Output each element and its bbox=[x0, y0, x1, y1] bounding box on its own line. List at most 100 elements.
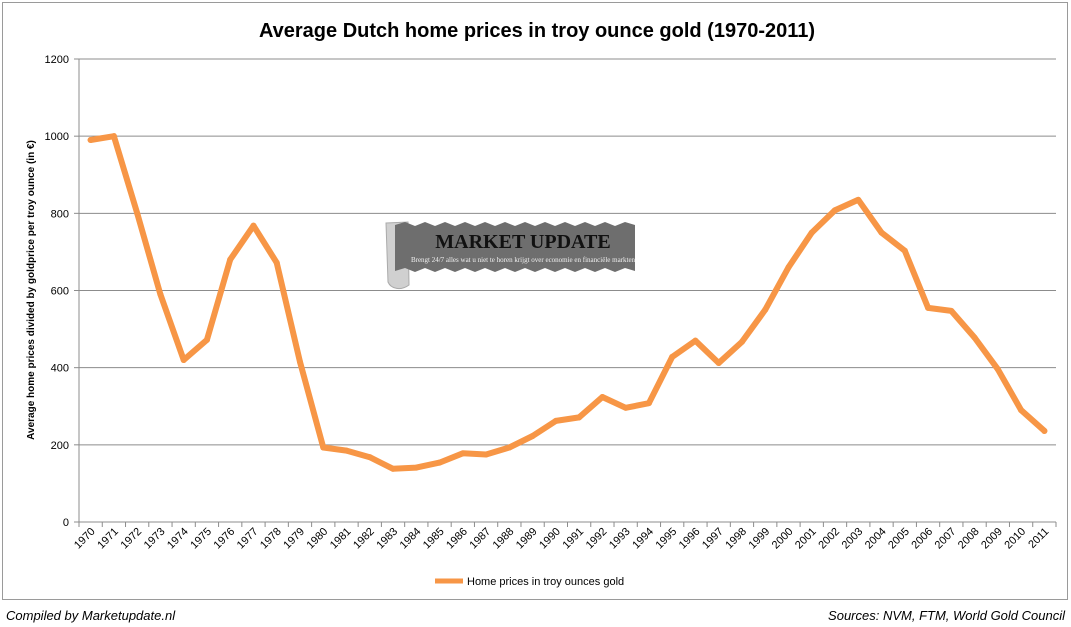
x-tick-label: 1971 bbox=[95, 526, 121, 552]
x-tick-label: 2004 bbox=[863, 526, 889, 552]
data-point bbox=[692, 337, 699, 344]
data-point bbox=[622, 404, 629, 411]
y-tick-label: 200 bbox=[51, 440, 69, 452]
data-point bbox=[110, 133, 117, 140]
data-point bbox=[645, 400, 652, 407]
x-tick-label: 2000 bbox=[770, 526, 796, 552]
x-tick-label: 1979 bbox=[281, 526, 307, 552]
data-point bbox=[134, 210, 141, 217]
x-tick-label: 1974 bbox=[165, 526, 191, 552]
data-point bbox=[157, 291, 164, 298]
data-point bbox=[552, 417, 559, 424]
data-point bbox=[971, 334, 978, 341]
x-tick-label: 1973 bbox=[142, 526, 168, 552]
x-tick-label: 2002 bbox=[816, 526, 842, 552]
data-point bbox=[483, 451, 490, 458]
x-tick-label: 2003 bbox=[840, 526, 866, 552]
data-point bbox=[343, 447, 350, 454]
legend-label: Home prices in troy ounces gold bbox=[467, 576, 624, 588]
data-point bbox=[762, 306, 769, 313]
data-point bbox=[576, 414, 583, 421]
y-axis-title: Average home prices divided by goldprice… bbox=[26, 140, 37, 440]
chart-title: Average Dutch home prices in troy ounce … bbox=[259, 20, 815, 42]
x-tick-label: 1984 bbox=[398, 526, 424, 552]
x-tick-label: 1992 bbox=[584, 526, 610, 552]
data-point bbox=[785, 264, 792, 271]
market-update-watermark: MARKET UPDATE Brengt 24/7 alles wat u ni… bbox=[385, 221, 636, 290]
x-tick-label: 1980 bbox=[305, 526, 331, 552]
y-tick-label: 0 bbox=[63, 517, 69, 529]
x-tick-label: 1993 bbox=[607, 526, 633, 552]
data-point bbox=[738, 338, 745, 345]
x-tick-label: 2009 bbox=[979, 526, 1005, 552]
data-point bbox=[506, 444, 513, 451]
data-point bbox=[1041, 427, 1048, 434]
data-point bbox=[1018, 407, 1025, 414]
series-line bbox=[87, 133, 1048, 472]
x-tick-label: 2011 bbox=[1026, 526, 1051, 551]
x-tick-label: 2010 bbox=[1002, 526, 1028, 552]
line-chart: Average Dutch home prices in troy ounce … bbox=[26, 20, 1057, 588]
x-tick-label: 1981 bbox=[328, 526, 354, 552]
gridlines bbox=[79, 58, 1056, 446]
data-point bbox=[529, 432, 536, 439]
data-point bbox=[390, 465, 397, 472]
x-tick-label: 1983 bbox=[374, 526, 400, 552]
data-point bbox=[994, 366, 1001, 373]
x-tick-label: 1996 bbox=[677, 526, 703, 552]
data-point bbox=[832, 207, 839, 214]
legend: Home prices in troy ounces gold bbox=[435, 576, 624, 588]
data-point bbox=[878, 229, 885, 236]
x-tick-label: 1998 bbox=[723, 526, 749, 552]
x-tick-label: 2006 bbox=[909, 526, 935, 552]
sources-note: Sources: NVM, FTM, World Gold Council bbox=[828, 608, 1065, 623]
y-tick-label: 800 bbox=[51, 208, 69, 220]
series-layer bbox=[87, 133, 1048, 472]
watermark-title: MARKET UPDATE bbox=[435, 231, 610, 253]
y-tick-label: 1000 bbox=[45, 131, 69, 143]
data-point bbox=[180, 356, 187, 363]
x-tick-label: 1975 bbox=[188, 526, 214, 552]
watermark-banner bbox=[395, 222, 635, 272]
data-point bbox=[669, 353, 676, 360]
x-tick-label: 1988 bbox=[491, 526, 517, 552]
x-axis: 1970197119721973197419751976197719781979… bbox=[72, 521, 1057, 552]
data-point bbox=[250, 222, 257, 229]
data-point bbox=[925, 304, 932, 311]
x-tick-label: 1994 bbox=[630, 526, 656, 552]
y-tick-label: 600 bbox=[51, 286, 69, 298]
data-point bbox=[320, 444, 327, 451]
data-point bbox=[436, 459, 443, 466]
x-tick-label: 1972 bbox=[118, 526, 144, 552]
compiled-by-note: Compiled by Marketupdate.nl bbox=[6, 608, 176, 623]
data-point bbox=[273, 259, 280, 266]
x-tick-label: 1985 bbox=[421, 526, 447, 552]
x-tick-label: 1986 bbox=[444, 526, 470, 552]
data-point bbox=[948, 307, 955, 314]
x-tick-label: 2007 bbox=[933, 526, 959, 552]
x-tick-label: 2001 bbox=[793, 526, 819, 552]
data-point bbox=[715, 360, 722, 367]
x-tick-label: 1991 bbox=[560, 526, 586, 552]
data-point bbox=[808, 229, 815, 236]
data-point bbox=[366, 454, 373, 461]
chart-frame: Average Dutch home prices in troy ounce … bbox=[2, 2, 1068, 600]
x-tick-label: 1999 bbox=[747, 526, 773, 552]
data-point bbox=[227, 256, 234, 263]
x-tick-label: 1970 bbox=[72, 526, 98, 552]
data-point bbox=[901, 247, 908, 254]
data-point bbox=[203, 336, 210, 343]
data-point bbox=[599, 393, 606, 400]
y-tick-label: 1200 bbox=[45, 54, 69, 66]
data-point bbox=[855, 196, 862, 203]
x-tick-label: 1978 bbox=[258, 526, 284, 552]
watermark-subtitle: Brengt 24/7 alles wat u niet te horen kr… bbox=[411, 256, 636, 264]
data-point bbox=[296, 358, 303, 365]
x-tick-label: 1997 bbox=[700, 526, 726, 552]
data-point bbox=[413, 464, 420, 471]
x-tick-label: 1982 bbox=[351, 526, 377, 552]
x-tick-label: 1976 bbox=[212, 526, 238, 552]
x-tick-label: 1990 bbox=[537, 526, 563, 552]
x-tick-label: 2008 bbox=[956, 526, 982, 552]
x-tick-label: 1995 bbox=[654, 526, 680, 552]
